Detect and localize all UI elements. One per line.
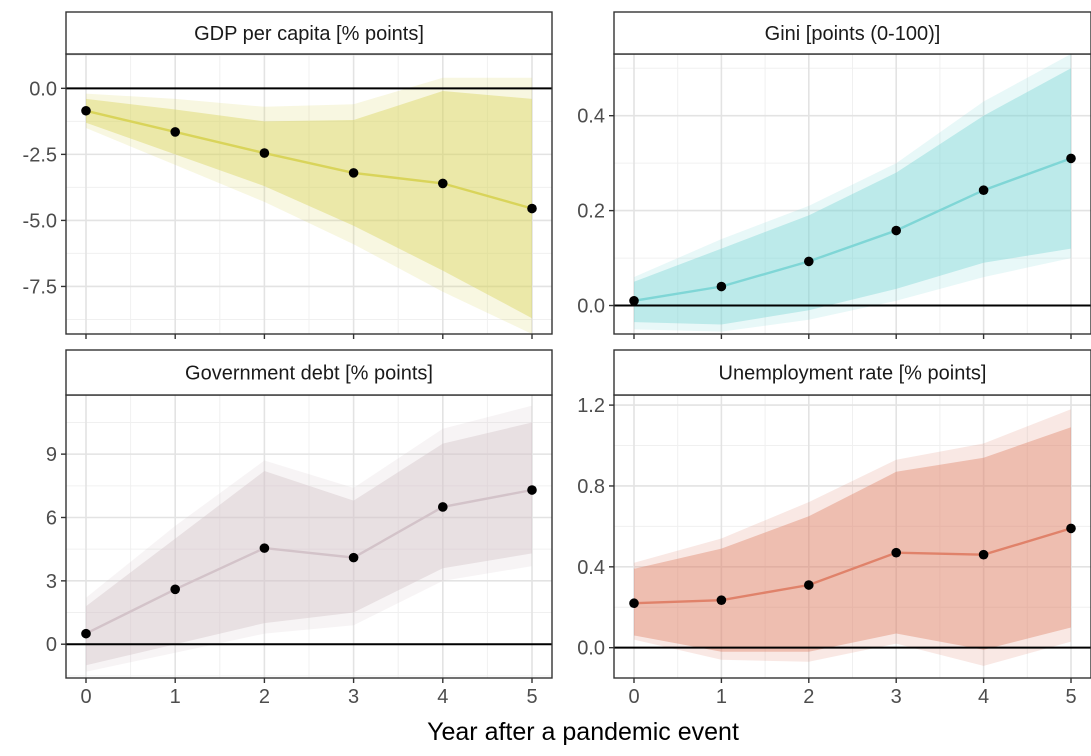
- data-point: [170, 584, 180, 595]
- series-line: [633, 157, 1072, 302]
- minor-gridlines: [66, 54, 552, 334]
- series-line: [633, 527, 1072, 605]
- data-point: [81, 628, 91, 639]
- outer-confidence-band: [634, 54, 1071, 332]
- x-tick-label: 0: [628, 686, 639, 708]
- data-point: [629, 598, 639, 609]
- y-tick-label: -5.0: [23, 210, 57, 232]
- data-point: [81, 105, 91, 116]
- data-point: [438, 178, 448, 189]
- outer-confidence-band: [86, 77, 532, 334]
- y-tick-label: 0.2: [577, 201, 605, 223]
- facet-strip: [65, 349, 553, 396]
- y-tick-label: 0.4: [577, 106, 605, 128]
- inner-confidence-band: [86, 91, 532, 319]
- facet-title: Gini [points (0-100)]: [765, 23, 941, 45]
- data-point: [1066, 153, 1076, 164]
- minor-gridlines: [614, 54, 1091, 334]
- facet-strip: [65, 11, 553, 55]
- facet-strip: [613, 11, 1091, 55]
- confidence-bands: [634, 54, 1071, 332]
- data-point: [978, 185, 989, 196]
- y-tick-label: 0: [46, 634, 57, 656]
- y-tick-label: 1.2: [577, 395, 605, 417]
- y-tick-label: 9: [46, 444, 57, 466]
- x-tick-label: 1: [716, 686, 727, 708]
- minor-gridlines: [614, 395, 1091, 678]
- facet-strip: [613, 349, 1091, 396]
- data-point: [527, 485, 537, 495]
- data-point: [891, 225, 901, 236]
- y-tick-label: 0.0: [29, 78, 57, 100]
- data-point: [891, 547, 901, 558]
- data-point: [259, 148, 270, 158]
- data-point: [629, 295, 639, 306]
- y-tick-label: 0.0: [577, 296, 605, 318]
- facet-title: Government debt [% points]: [185, 363, 433, 385]
- x-tick-label: 2: [259, 686, 270, 708]
- x-axis-title: Year after a pandemic event: [427, 718, 739, 746]
- data-point: [1066, 523, 1076, 534]
- facet-title: Unemployment rate [% points]: [719, 363, 987, 385]
- minor-gridlines: [66, 395, 552, 678]
- series-line: [85, 109, 533, 210]
- data-point: [438, 502, 448, 512]
- facet-title: GDP per capita [% points]: [194, 23, 424, 45]
- x-tick-label: 4: [978, 686, 989, 708]
- data-point: [348, 552, 359, 563]
- x-tick-label: 3: [348, 686, 359, 708]
- y-tick-label: -7.5: [23, 276, 57, 298]
- data-point: [804, 256, 814, 267]
- panel-4: Unemployment rate [% points] 0.0 0.4 0.8 1.2…: [577, 349, 1091, 708]
- data-point: [804, 580, 814, 590]
- confidence-bands: [86, 405, 532, 672]
- panel-2: Gini [points (0-100)] 0.0 0.2 0.4: [577, 11, 1091, 339]
- y-tick-label: 0.0: [577, 638, 605, 660]
- inner-confidence-band: [634, 68, 1071, 325]
- data-point: [170, 127, 180, 137]
- series-line: [85, 488, 533, 635]
- x-tick-label: 0: [80, 686, 91, 708]
- data-point: [716, 595, 727, 605]
- outer-confidence-band: [634, 409, 1071, 666]
- y-tick-label: 3: [46, 571, 57, 593]
- panel-1: GDP per capita [% points] 0.0 -2.5 -5.0 -7.5: [23, 11, 553, 339]
- x-tick-label: 2: [803, 686, 814, 708]
- panel-3: Government debt [% points] 0 3 6 9 0 1 2 3 4 5: [46, 349, 553, 708]
- y-tick-label: -2.5: [23, 144, 57, 166]
- data-point: [716, 281, 727, 292]
- outer-confidence-band: [86, 405, 532, 672]
- confidence-bands: [86, 77, 532, 334]
- y-tick-label: 0.4: [577, 557, 605, 579]
- data-point: [348, 168, 359, 178]
- x-tick-label: 4: [437, 686, 448, 708]
- data-point: [978, 549, 989, 560]
- data-point: [259, 543, 270, 553]
- inner-confidence-band: [86, 422, 532, 666]
- x-tick-label: 5: [526, 686, 537, 708]
- y-tick-label: 6: [46, 507, 57, 529]
- x-tick-label: 1: [170, 686, 181, 708]
- y-tick-label: 0.8: [577, 476, 605, 498]
- x-tick-label: 3: [891, 686, 902, 708]
- data-point: [527, 203, 537, 214]
- x-tick-label: 5: [1065, 686, 1076, 708]
